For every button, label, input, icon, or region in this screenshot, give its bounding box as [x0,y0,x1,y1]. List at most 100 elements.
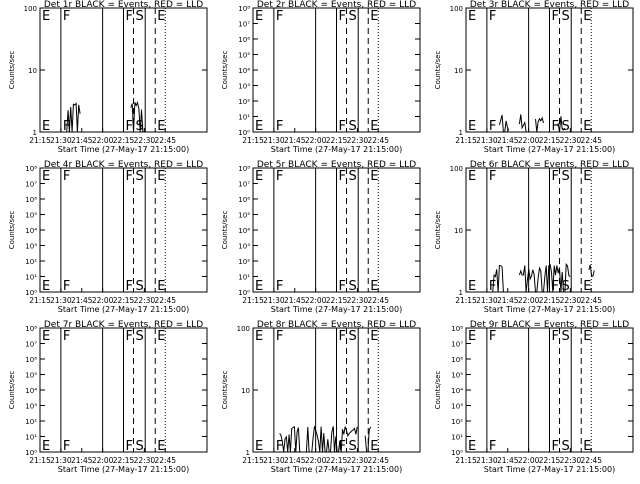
flag-letter: E [583,279,591,294]
flag-letter: E [157,9,165,24]
x-tick-label: 21:15 [242,296,264,305]
x-axis-label: Start Time (27-May-17 21:15:00) [271,145,402,154]
y-tick-label: 1 [33,129,37,137]
x-tick-label: 22:00 [518,296,540,305]
x-tick-label: 21:45 [497,136,519,145]
x-tick-label: 21:45 [284,296,306,305]
flag-letter: E [468,119,476,134]
x-tick-label: 21:30 [476,456,498,465]
x-tick-label: 22:30 [560,296,582,305]
y-tick-label: 1 [459,289,463,297]
flag-letter: E [583,119,591,134]
plot-title: Det 7r BLACK = Events, RED = LLD [44,320,203,330]
x-tick-label: 21:15 [29,136,51,145]
y-tick-label: 10⁰ [238,289,250,297]
x-axis-label: Start Time (27-May-17 21:15:00) [271,465,402,474]
y-tick-label: 10⁴ [25,227,37,235]
x-tick-label: 22:00 [92,456,114,465]
flag-letter: E [255,439,263,454]
flag-letter: E [255,329,263,344]
x-tick-label: 21:30 [263,456,285,465]
y-tick-label: 10⁷ [238,21,250,29]
x-tick-label: 22:45 [154,296,176,305]
x-tick-label: 22:00 [305,296,327,305]
y-tick-label: 10¹ [238,274,250,282]
y-tick-label: 10 [454,67,463,75]
plot-title: Det 8r BLACK = Events, RED = LLD [257,320,416,330]
x-tick-label: 22:15 [326,296,348,305]
x-tick-label: 21:15 [455,456,477,465]
flag-letter: F [489,279,496,294]
y-tick-label: 10⁰ [25,289,37,297]
x-tick-label: 21:45 [284,136,306,145]
x-tick-label: 22:15 [539,136,561,145]
y-axis-label: Counts/sec [221,51,229,90]
y-tick-label: 10⁸ [25,325,37,333]
flag-letter: E [583,169,591,184]
flag-letter: E [468,329,476,344]
flag-letter: F [339,439,346,454]
y-tick-label: 10⁶ [25,196,37,204]
x-tick-label: 21:30 [50,456,72,465]
y-tick-label: 10² [25,258,37,266]
flag-letter: E [583,9,591,24]
y-tick-label: 10 [28,67,37,75]
y-tick-label: 10⁰ [238,129,250,137]
x-tick-label: 22:30 [347,296,369,305]
event-rate-trace [279,426,358,453]
x-tick-label: 22:15 [113,136,135,145]
y-tick-label: 10² [238,98,250,106]
flag-letter: F [276,439,283,454]
flag-letter: F [63,329,70,344]
x-tick-label: 21:30 [476,296,498,305]
flag-letter: E [468,439,476,454]
y-axis-label: Counts/sec [434,211,442,250]
y-tick-label: 10⁰ [25,449,37,457]
y-tick-label: 10¹ [238,114,250,122]
y-tick-label: 10² [25,418,37,426]
flag-letter: E [157,439,165,454]
flag-letter: S [136,439,144,454]
x-tick-label: 22:45 [154,456,176,465]
flag-letter: S [349,329,357,344]
flag-letter: S [136,279,144,294]
x-tick-label: 22:15 [326,456,348,465]
y-tick-label: 100 [24,5,37,13]
flag-letter: E [255,119,263,134]
y-tick-label: 10⁸ [238,5,250,13]
flag-letter: F [339,9,346,24]
x-axis-label: Start Time (27-May-17 21:15:00) [271,305,402,314]
y-tick-label: 100 [450,5,463,13]
plot-title: Det 2r BLACK = Events, RED = LLD [257,0,416,10]
flag-letter: F [489,9,496,24]
x-tick-label: 22:45 [367,136,389,145]
flag-letter: S [562,169,570,184]
y-tick-label: 10 [454,227,463,235]
x-tick-label: 21:15 [29,456,51,465]
flag-letter: E [255,9,263,24]
flag-letter: E [42,279,50,294]
y-tick-label: 10⁶ [25,356,37,364]
flag-letter: S [349,9,357,24]
x-tick-label: 21:15 [29,296,51,305]
x-tick-label: 22:15 [539,456,561,465]
flag-letter: E [468,9,476,24]
flag-letter: S [349,119,357,134]
flag-letter: F [489,169,496,184]
flag-letter: S [349,279,357,294]
event-rate-trace [518,263,571,293]
x-tick-label: 22:15 [326,136,348,145]
y-tick-label: 10³ [25,403,37,411]
y-tick-label: 10⁸ [451,325,463,333]
y-tick-label: 10³ [25,243,37,251]
y-tick-label: 10³ [238,83,250,91]
flag-letter: F [126,169,133,184]
event-rate-trace [364,426,372,453]
flag-letter: F [339,329,346,344]
flag-letter: E [583,329,591,344]
flag-letter: E [468,279,476,294]
flag-letter: F [63,9,70,24]
y-tick-label: 10⁵ [238,52,250,60]
x-tick-label: 22:30 [134,456,156,465]
x-tick-label: 21:30 [263,296,285,305]
